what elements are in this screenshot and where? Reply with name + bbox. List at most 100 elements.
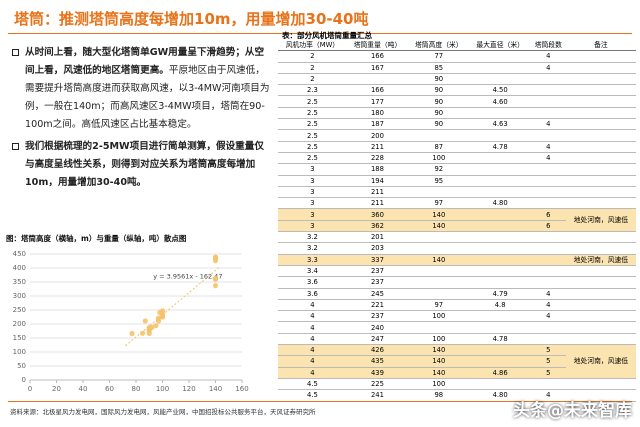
table-row: 2.5 200 xyxy=(278,129,636,142)
table-cell: 180 xyxy=(346,107,409,120)
table-cell: 4.5 xyxy=(278,378,347,391)
table-cell: 4.86 xyxy=(469,367,531,379)
table-cell xyxy=(565,163,636,176)
table-cell xyxy=(530,197,566,210)
table-cell: 194 xyxy=(346,175,409,187)
table-row: 3 194 95 xyxy=(278,175,636,187)
table-cell xyxy=(346,73,409,86)
table-cell: 167 xyxy=(346,62,409,74)
table-title: 表：部分风机塔筒重量汇总 xyxy=(282,31,372,40)
header-cell: 塔筒高度（米） xyxy=(408,40,470,52)
table-cell xyxy=(565,186,636,199)
table-cell xyxy=(469,62,531,74)
table-row: 4 426 140 5 地处河南，风速低 xyxy=(278,344,636,379)
y-tick-label: 0 xyxy=(22,376,26,384)
table-cell: 3 xyxy=(278,197,347,210)
table-cell: 3.6 xyxy=(278,288,347,300)
table-cell: 4.80 xyxy=(469,197,531,210)
table-cell: 203 xyxy=(346,242,409,255)
table-cell xyxy=(530,231,566,244)
source: 资料来源：北极星风力发电网，国际风力发电网，风能产业网，中国招投标公共服务平台，… xyxy=(10,408,316,416)
table-row: 4 240 xyxy=(278,321,636,334)
table-cell xyxy=(469,231,531,244)
table-cell xyxy=(469,152,531,165)
table-cell: 地处河南，风速低 xyxy=(565,344,636,379)
table-cell: 97 xyxy=(408,299,470,312)
table-cell: 5 xyxy=(530,367,566,379)
table-cell: 3.2 xyxy=(278,231,347,244)
table-cell: 4 xyxy=(278,344,347,357)
table-cell: 97 xyxy=(408,197,470,210)
table-cell: 90 xyxy=(408,95,470,108)
table-cell: 240 xyxy=(346,321,409,334)
table-cell xyxy=(408,186,470,199)
table-cell: 337 xyxy=(346,254,409,266)
chart-title: 图：塔筒高度（横轴，m）与重量（纵轴，吨）散点图 xyxy=(6,233,187,243)
header-cell: 塔筒重量（吨） xyxy=(346,40,409,52)
table-cell xyxy=(565,242,636,255)
table-row: 3.6 245 4.79 4 xyxy=(278,288,636,300)
table-cell xyxy=(408,242,470,255)
table-cell: 地处河南，风速低 xyxy=(565,254,636,266)
table-cell xyxy=(408,276,470,289)
table-cell: 362 xyxy=(346,220,409,233)
table-cell xyxy=(469,344,531,357)
table-cell: 211 xyxy=(346,197,409,210)
table-cell: 90 xyxy=(408,118,470,131)
table-cell: 100 xyxy=(408,333,470,346)
point xyxy=(157,309,163,316)
table-cell: 2.5 xyxy=(278,118,347,131)
paragraph: 从时间上看，随大型化塔筒单GW用量呈下滑趋势；从空间上看，风速低的地区塔筒更高。… xyxy=(12,44,272,134)
table-cell: 3 xyxy=(278,186,347,199)
table-cell xyxy=(565,129,636,142)
table-row: 2 90 xyxy=(278,73,636,86)
table-cell: 90 xyxy=(408,107,470,120)
table-cell: 87 xyxy=(408,141,470,153)
table-cell: 4 xyxy=(278,355,347,368)
x-tick-label: 0 xyxy=(28,385,32,393)
table-cell: 3.3 xyxy=(278,254,347,266)
table-cell xyxy=(530,73,566,86)
table-cell xyxy=(530,378,566,391)
table-cell: 166 xyxy=(346,50,409,63)
table-cell: 3.6 xyxy=(278,276,347,289)
table-cell: 4.50 xyxy=(469,84,531,97)
table-cell: 2.5 xyxy=(278,95,347,108)
table-cell: 426 xyxy=(346,344,409,357)
x-tick-label: 160 xyxy=(235,385,248,393)
table-cell xyxy=(469,50,531,63)
table-cell: 4 xyxy=(278,321,347,334)
title: 塔筒：推测塔筒高度每增加10m，用量增加30-40吨 xyxy=(14,10,369,28)
table-cell: 90 xyxy=(408,73,470,86)
y-tick-label: 300 xyxy=(13,292,26,300)
table-cell xyxy=(565,118,636,131)
table-row: 3.3 337 140 地处河南，风速低 xyxy=(278,254,636,266)
table-row: 2.5 211 87 4.78 4 xyxy=(278,141,636,153)
table-cell: 166 xyxy=(346,84,409,97)
point xyxy=(212,276,219,282)
text-run: 从时间上看，随大型化塔筒单GW用量呈下滑趋势；从空间上看，风速低的地区塔筒更高。 xyxy=(25,47,265,76)
table-cell xyxy=(469,310,531,323)
table-cell xyxy=(565,175,636,187)
table-cell: 140 xyxy=(408,220,470,233)
y-tick-label: 450 xyxy=(13,250,26,258)
y-tick-label: 150 xyxy=(13,334,26,342)
table-cell xyxy=(469,378,531,391)
table-cell: 3 xyxy=(278,175,347,187)
table-cell: 2 xyxy=(278,62,347,74)
table-cell xyxy=(565,265,636,278)
table-cell xyxy=(469,254,531,266)
text-run: 我们根据梳理的2-5MW项目进行简单测算，假设重量仅与高度呈线性关系，则得到对应… xyxy=(25,141,264,188)
table-cell: 90 xyxy=(408,84,470,97)
table-cell: 241 xyxy=(346,389,409,402)
chart: 图：塔筒高度（横轴，m）与重量（纵轴，吨）散点图 050100150200250… xyxy=(6,233,249,393)
point xyxy=(140,330,146,336)
table-cell: 地处河南，风速低 xyxy=(565,208,636,233)
table-cell xyxy=(565,62,636,74)
table-cell: 439 xyxy=(346,367,409,379)
table-row: 4 439 140 4.86 5 xyxy=(278,367,636,379)
table-cell xyxy=(469,107,531,120)
table-row: 3 360 140 6 地处河南，风速低 xyxy=(278,208,636,233)
table-row: 2 166 77 4 xyxy=(278,50,636,63)
table-cell: 6 xyxy=(530,208,566,221)
